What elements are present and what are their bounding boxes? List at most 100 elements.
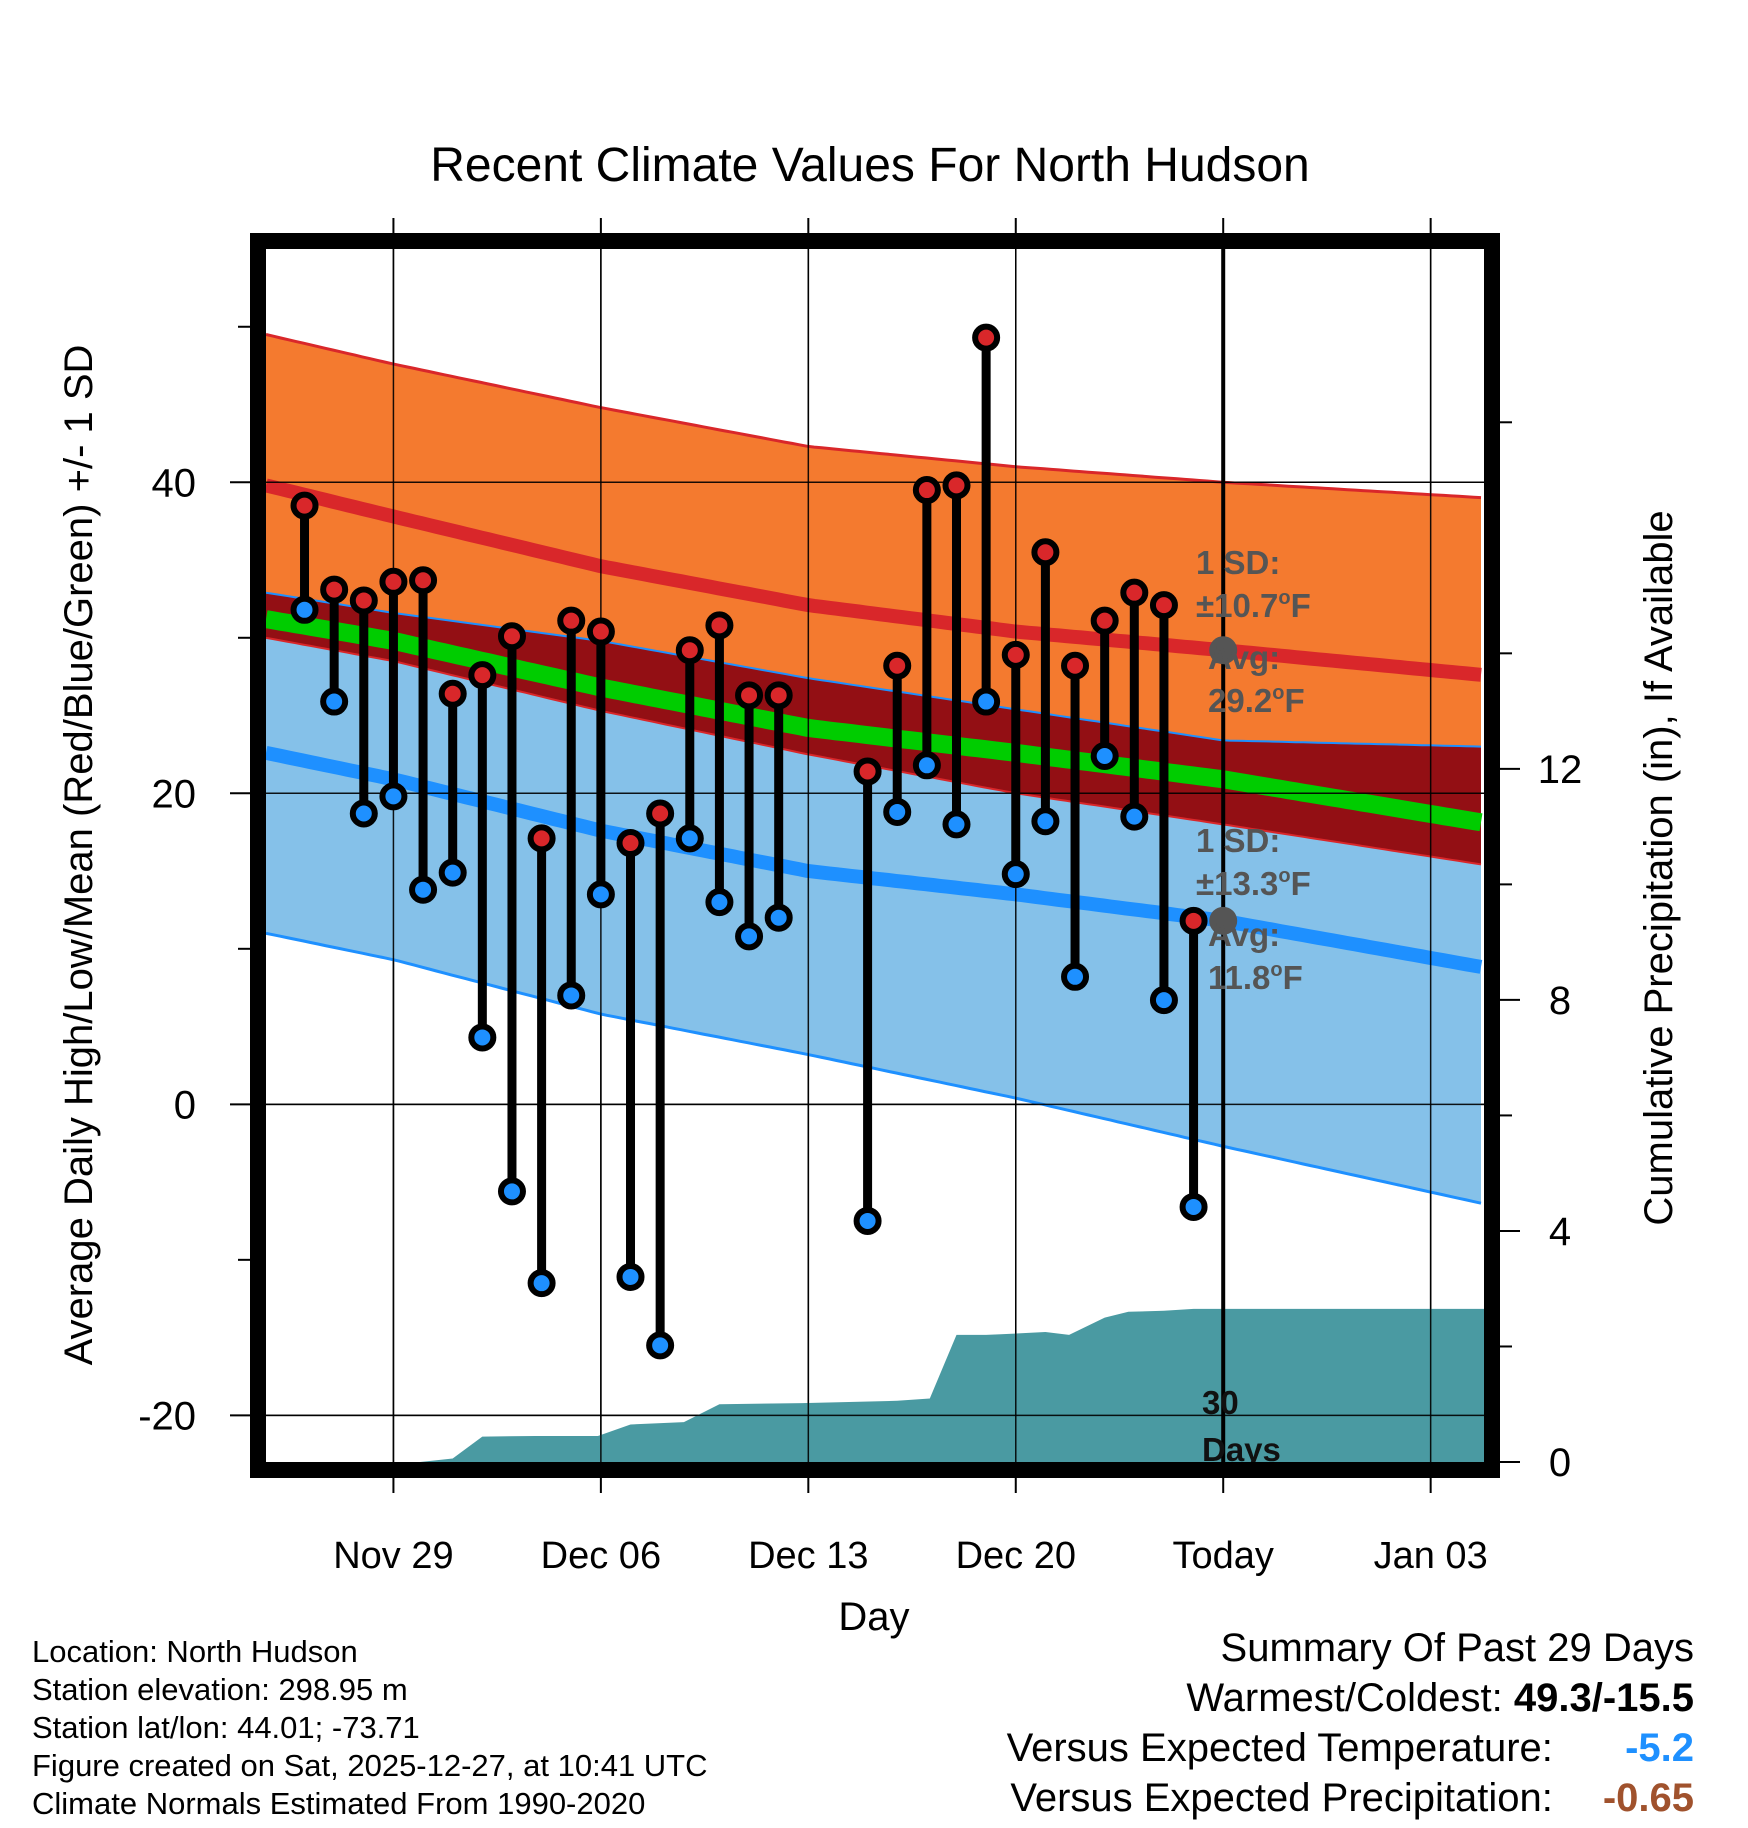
obs-high-point [320, 575, 349, 604]
temp-value: -5.2 [1625, 1726, 1694, 1770]
obs-high-point [409, 566, 438, 595]
obs-low-point [1031, 807, 1060, 836]
x-tick-label: Dec 06 [541, 1535, 661, 1577]
y-tick-label-left: 40 [152, 461, 197, 505]
observations [290, 323, 1208, 1360]
x-tick-label: Nov 29 [333, 1535, 453, 1577]
low-avg-label: Avg: [1208, 916, 1280, 953]
obs-high-point [853, 757, 882, 786]
y-axis-left: -20 0 20 40 [138, 325, 250, 1438]
obs-low-point [290, 595, 319, 624]
obs-low-point [1061, 962, 1090, 991]
obs-high-point [675, 636, 704, 665]
obs-high-point [646, 799, 675, 828]
y-tick-label-left: 0 [174, 1083, 196, 1127]
low-sd-label: 1 SD: [1196, 822, 1280, 859]
precip-value: -0.65 [1602, 1776, 1694, 1820]
x-axis: Nov 29 Dec 06 Dec 13 Dec 20 Today Jan 03 [333, 218, 1488, 1577]
summary-warmest-row: Warmest/Coldest: 49.3/-15.5 [1007, 1673, 1694, 1723]
obs-high-point [1149, 591, 1178, 620]
obs-high-point [942, 471, 971, 500]
obs-low-point [320, 687, 349, 716]
obs-high-point [379, 567, 408, 596]
y-tick-label-right: 4 [1549, 1210, 1571, 1254]
obs-high-point [349, 586, 378, 615]
obs-low-point [735, 922, 764, 951]
high-avg-value: 29.2oF [1208, 682, 1305, 719]
obs-high-point [912, 476, 941, 505]
obs-low-point [646, 1331, 675, 1360]
summary-title: Summary Of Past 29 Days [1220, 1626, 1694, 1670]
obs-low-point [705, 888, 734, 917]
obs-low-point [349, 799, 378, 828]
cumulative-precip-area [266, 1308, 1484, 1462]
obs-high-point [1179, 906, 1208, 935]
normal-mean-line [266, 610, 1483, 832]
y-tick-label-right: 0 [1549, 1441, 1571, 1485]
summary-temp-row: Versus Expected Temperature: -5.2 [1007, 1723, 1694, 1773]
low-sd-value: ±13.3oF [1196, 865, 1311, 902]
obs-low-point [764, 903, 793, 932]
elevation-text: Station elevation: 298.95 m [32, 1672, 408, 1707]
obs-low-point [527, 1269, 556, 1298]
obs-high-point [290, 491, 319, 520]
obs-low-point [557, 981, 586, 1010]
x-tick-label: Jan 03 [1374, 1535, 1488, 1577]
plot-area [266, 249, 1484, 1462]
obs-low-point [379, 782, 408, 811]
obs-low-point [942, 810, 971, 839]
obs-high-point [1001, 640, 1030, 669]
summary-precip-row: Versus Expected Precipitation: -0.65 [1007, 1773, 1694, 1823]
y-axis-right: 0 4 8 12 [1500, 421, 1583, 1485]
high-sd-label: 1 SD: [1196, 544, 1280, 581]
x-tick-label: Today [1173, 1535, 1274, 1577]
obs-high-point [1120, 578, 1149, 607]
normal-high-line [266, 478, 1482, 682]
obs-low-point [675, 824, 704, 853]
obs-low-point [1090, 741, 1119, 770]
obs-high-point [735, 681, 764, 710]
low-avg-value: 11.8oF [1208, 959, 1303, 996]
obs-low-point [586, 880, 615, 909]
created-text: Figure created on Sat, 2025-12-27, at 10… [32, 1748, 708, 1783]
y-axis-left-label: Average Daily High/Low/Mean (Red/Blue/Gr… [57, 345, 101, 1366]
x-tick-label: Dec 20 [956, 1535, 1076, 1577]
y-tick-label-right: 8 [1549, 979, 1571, 1023]
obs-high-point [527, 824, 556, 853]
obs-low-point [497, 1177, 526, 1206]
x-axis-label: Day [838, 1595, 909, 1639]
precip-label: Versus Expected Precipitation: [1010, 1776, 1553, 1820]
high-avg-label: Avg: [1208, 639, 1280, 676]
high-upper-sd-line [266, 333, 1482, 500]
obs-low-point [468, 1023, 497, 1052]
y-tick-label-left: 20 [152, 772, 197, 816]
station-info: Location: North Hudson Station elevation… [32, 1633, 708, 1823]
annotations: 1 SD: ±10.7oF Avg: 29.2oF 1 SD: ±13.3oF … [1196, 544, 1311, 1468]
obs-low-point [1149, 986, 1178, 1015]
obs-high-point [883, 651, 912, 680]
low-avg-marker [1209, 906, 1238, 935]
chart-title: Recent Climate Values For North Hudson [430, 139, 1310, 192]
obs-high-point [764, 681, 793, 710]
days-label-text: Days [1202, 1431, 1281, 1468]
x-tick-label: Dec 13 [748, 1535, 868, 1577]
obs-low-point [1001, 860, 1030, 889]
normal-low-line [266, 746, 1483, 974]
high-sd-value: ±10.7oF [1196, 587, 1311, 624]
obs-low-point [883, 797, 912, 826]
obs-high-point [557, 606, 586, 635]
obs-low-point [616, 1262, 645, 1291]
obs-low-point [972, 687, 1001, 716]
temp-label: Versus Expected Temperature: [1006, 1726, 1553, 1770]
obs-high-point [1090, 606, 1119, 635]
obs-high-point [1031, 538, 1060, 567]
warmest-label: Warmest/Coldest: [1186, 1676, 1503, 1720]
obs-low-point [912, 751, 941, 780]
obs-high-point [1061, 651, 1090, 680]
plot-frame [250, 233, 1500, 1478]
obs-high-point [497, 622, 526, 651]
y-tick-label-right: 12 [1538, 748, 1583, 792]
y-axis-right-label: Cumulative Precipitation (in), If Availa… [1637, 510, 1681, 1225]
latlon-text: Station lat/lon: 44.01; -73.71 [32, 1710, 420, 1745]
